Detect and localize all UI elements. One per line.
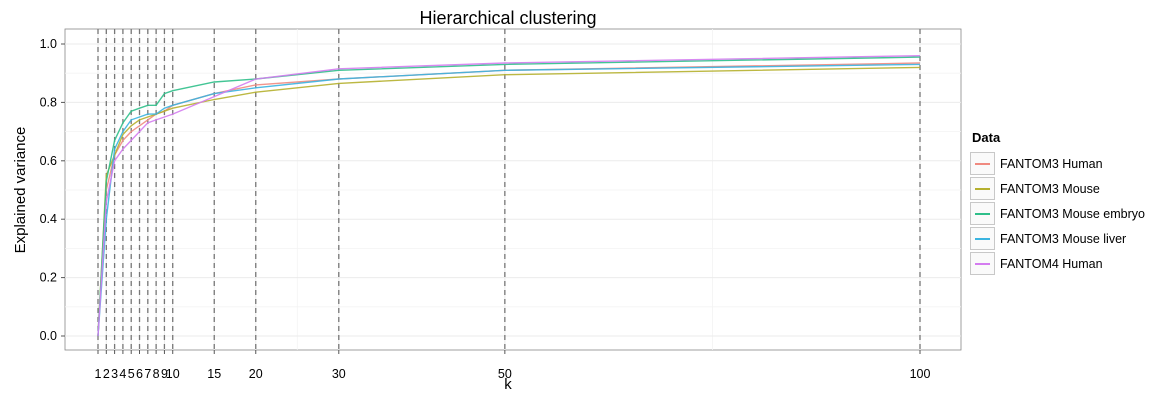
legend-item: FANTOM3 Human <box>970 151 1170 176</box>
legend-swatch <box>975 238 990 240</box>
legend-swatch <box>975 188 990 190</box>
x-tick-label: 8 <box>153 367 160 381</box>
legend-label: FANTOM4 Human <box>1000 256 1103 271</box>
legend-swatch <box>975 263 990 265</box>
y-tick-label: 0.0 <box>40 329 57 343</box>
legend-label: FANTOM3 Mouse liver <box>1000 231 1127 246</box>
x-tick-label: 6 <box>136 367 143 381</box>
y-tick-label: 1.0 <box>40 37 57 51</box>
legend-label: FANTOM3 Mouse <box>1000 181 1100 196</box>
chart-title: Hierarchical clustering <box>419 8 596 28</box>
series-line-fantom3-mouse-liver <box>97 63 921 337</box>
x-tick-label: 9 <box>161 367 168 381</box>
x-tick-label: 30 <box>332 367 346 381</box>
x-tick-label: 15 <box>207 367 221 381</box>
x-tick-label: 5 <box>128 367 135 381</box>
y-tick-label: 0.8 <box>40 95 57 109</box>
x-tick-label: 7 <box>144 367 151 381</box>
series-line-fantom4-human <box>97 55 921 337</box>
legend-swatch <box>975 213 990 215</box>
legend-item: FANTOM3 Mouse <box>970 176 1170 201</box>
plot-panel <box>64 28 962 351</box>
x-tick-label: 3 <box>111 367 118 381</box>
x-tick-label: 1 <box>95 367 102 381</box>
legend-item: FANTOM4 Human <box>970 251 1170 276</box>
legend-item: FANTOM3 Mouse liver <box>970 226 1170 251</box>
x-tick-label: 100 <box>910 367 931 381</box>
legend-label: FANTOM3 Human <box>1000 156 1103 171</box>
legend: Data FANTOM3 Human FANTOM3 Mouse FANTOM3 M… <box>970 130 1170 276</box>
y-axis-label: Explained variance <box>12 127 29 254</box>
legend-key <box>970 227 995 250</box>
x-axis-label: k <box>504 376 512 393</box>
legend-key <box>970 177 995 200</box>
legend-key <box>970 252 995 275</box>
legend-swatch <box>975 163 990 165</box>
x-tick-label: 4 <box>119 367 126 381</box>
y-tick-label: 0.6 <box>40 154 57 168</box>
legend-key <box>970 202 995 225</box>
legend-key <box>970 152 995 175</box>
legend-item: FANTOM3 Mouse embryo <box>970 201 1170 226</box>
x-tick-label: 20 <box>249 367 263 381</box>
y-tick-label: 0.4 <box>40 212 57 226</box>
legend-title: Data <box>972 130 1001 145</box>
y-tick-label: 0.2 <box>40 271 57 285</box>
series-line-fantom3-mouse-embryo <box>97 56 921 337</box>
x-tick-label: 50 <box>498 367 512 381</box>
x-tick-label: 2 <box>103 367 110 381</box>
legend-label: FANTOM3 Mouse embryo <box>1000 206 1145 221</box>
x-tick-label: 10 <box>166 367 180 381</box>
